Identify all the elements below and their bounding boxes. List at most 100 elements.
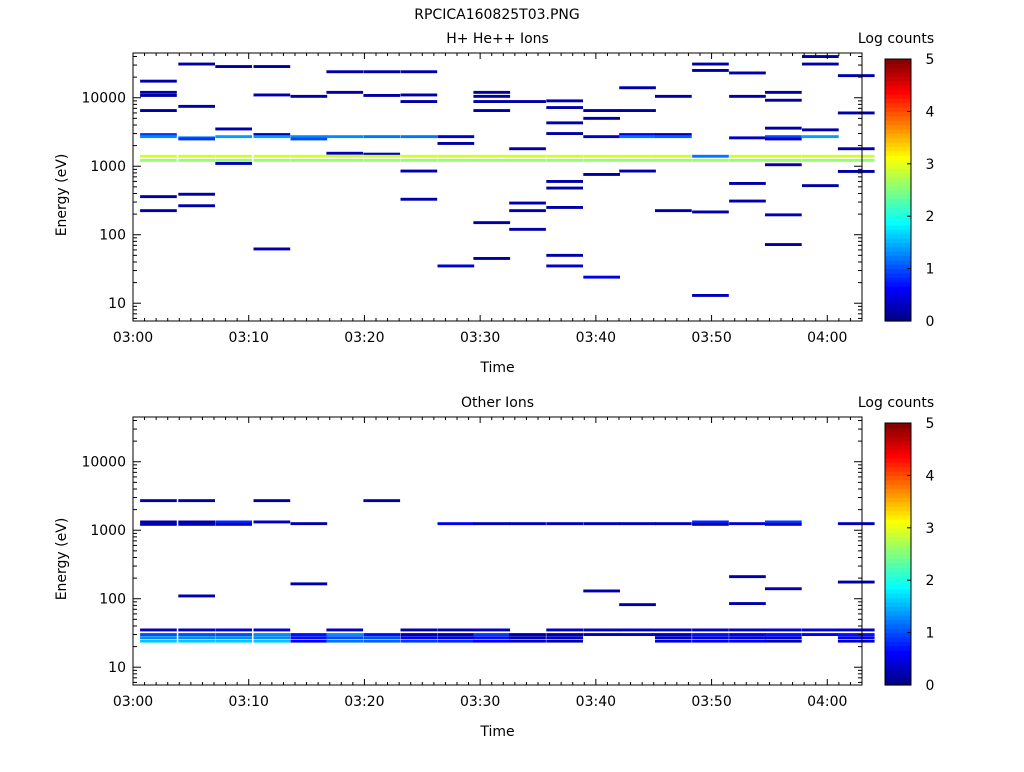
heatmap-cell (363, 639, 401, 643)
colorbar-step (885, 76, 911, 82)
heatmap-cell (326, 639, 364, 643)
heatmap-cell (546, 636, 583, 640)
heatmap-cell (400, 70, 438, 74)
colorbar-tick-label: 1 (926, 626, 935, 642)
colorbar-step (885, 128, 911, 134)
heatmap-cell (509, 522, 546, 526)
heatmap-cell (473, 257, 511, 260)
heatmap-cell (802, 628, 839, 632)
heatmap-cell (802, 62, 839, 66)
colorbar-step (885, 286, 911, 292)
heatmap-cell (215, 520, 252, 524)
heatmap-cell (802, 55, 839, 58)
heatmap-cell (692, 636, 729, 640)
heatmap-cell (692, 69, 729, 72)
heatmap-cell (837, 147, 875, 151)
heatmap-cell (509, 147, 546, 151)
heatmap-cell (802, 128, 839, 132)
colorbar-step (885, 527, 911, 533)
panel-title: Other Ions (461, 395, 534, 411)
heatmap-cell (765, 135, 802, 139)
heatmap-cell (765, 243, 802, 246)
heatmap-cell (655, 636, 692, 640)
colorbar-step (885, 176, 911, 182)
heatmap-cell (765, 587, 802, 591)
colorbar-frame (884, 422, 912, 686)
heatmap-cell (802, 158, 839, 162)
heatmap-cell (837, 639, 875, 643)
heatmap-cell (802, 633, 839, 636)
colorbar-step (885, 444, 911, 450)
heatmap-cell (215, 65, 252, 68)
colorbar-step (885, 163, 911, 169)
heatmap-cell (729, 182, 766, 185)
colorbar-step (885, 431, 911, 437)
plot-frame (132, 416, 863, 686)
heatmap-cell (178, 158, 215, 162)
heatmap-cell (583, 628, 620, 632)
heatmap-cell (619, 109, 656, 112)
colorbar-step (885, 597, 911, 603)
heatmap-cell (326, 158, 364, 162)
colorbar-step (885, 619, 911, 625)
colorbar-step (885, 146, 911, 152)
colorbar-step (885, 150, 911, 156)
colorbar-step (885, 514, 911, 520)
heatmap-cell (253, 636, 291, 640)
y-tick-label: 10 (108, 660, 126, 676)
heatmap-cell (178, 520, 215, 524)
colorbar-step (885, 259, 911, 265)
heatmap-cell (583, 116, 620, 120)
colorbar-title: Log counts (858, 31, 934, 47)
colorbar-step (885, 427, 911, 433)
heatmap-cell (619, 633, 656, 636)
heatmap-cell (546, 132, 583, 135)
heatmap-cell (583, 158, 620, 162)
heatmap-cell (400, 154, 438, 158)
heatmap-cell (437, 628, 475, 632)
colorbar-step (885, 198, 911, 204)
colorbar-step (885, 85, 911, 91)
heatmap-cell (765, 163, 802, 167)
heatmap-cell (619, 86, 656, 90)
heatmap-cell (692, 522, 729, 526)
heatmap-cell (692, 294, 729, 297)
heatmap-cell (326, 90, 364, 94)
heatmap-cell (140, 636, 177, 640)
y-axis-label: Energy (eV) (54, 518, 70, 601)
colorbar-step (885, 93, 911, 99)
heatmap-cell (546, 99, 583, 103)
heatmap-cell (619, 135, 656, 139)
colorbar-step (885, 676, 911, 682)
heatmap-cell (765, 90, 802, 94)
x-tick-label: 03:00 (113, 330, 153, 346)
colorbar-step (885, 312, 911, 318)
heatmap-cell (765, 639, 802, 643)
heatmap-cell (765, 158, 802, 162)
colorbar-tick-label: 2 (926, 573, 935, 589)
y-tick-label: 10000 (81, 455, 126, 471)
heatmap-cell (400, 93, 438, 97)
heatmap-cell (178, 104, 215, 108)
heatmap-cell (655, 522, 692, 526)
heatmap-cell (253, 93, 291, 97)
heatmap-cell (619, 603, 656, 607)
colorbar-step (885, 536, 911, 542)
heatmap-cell (509, 100, 546, 103)
heatmap-cell (473, 154, 511, 158)
heatmap-cell (326, 636, 364, 640)
heatmap-cell (619, 154, 656, 158)
heatmap-cell (729, 639, 766, 643)
heatmap-cell (509, 209, 546, 213)
colorbar-step (885, 185, 911, 191)
heatmap-cell (837, 158, 875, 162)
heatmap-cell (400, 158, 438, 162)
heatmap-cell (437, 639, 475, 643)
colorbar-step (885, 307, 911, 313)
heatmap-cell (546, 206, 583, 209)
heatmap-cell (178, 636, 215, 640)
heatmap-cell (583, 135, 620, 139)
colorbar-step (885, 610, 911, 616)
colorbar: 0 1 2 3 4 5 Log counts (858, 395, 935, 694)
heatmap-cell (215, 154, 252, 158)
